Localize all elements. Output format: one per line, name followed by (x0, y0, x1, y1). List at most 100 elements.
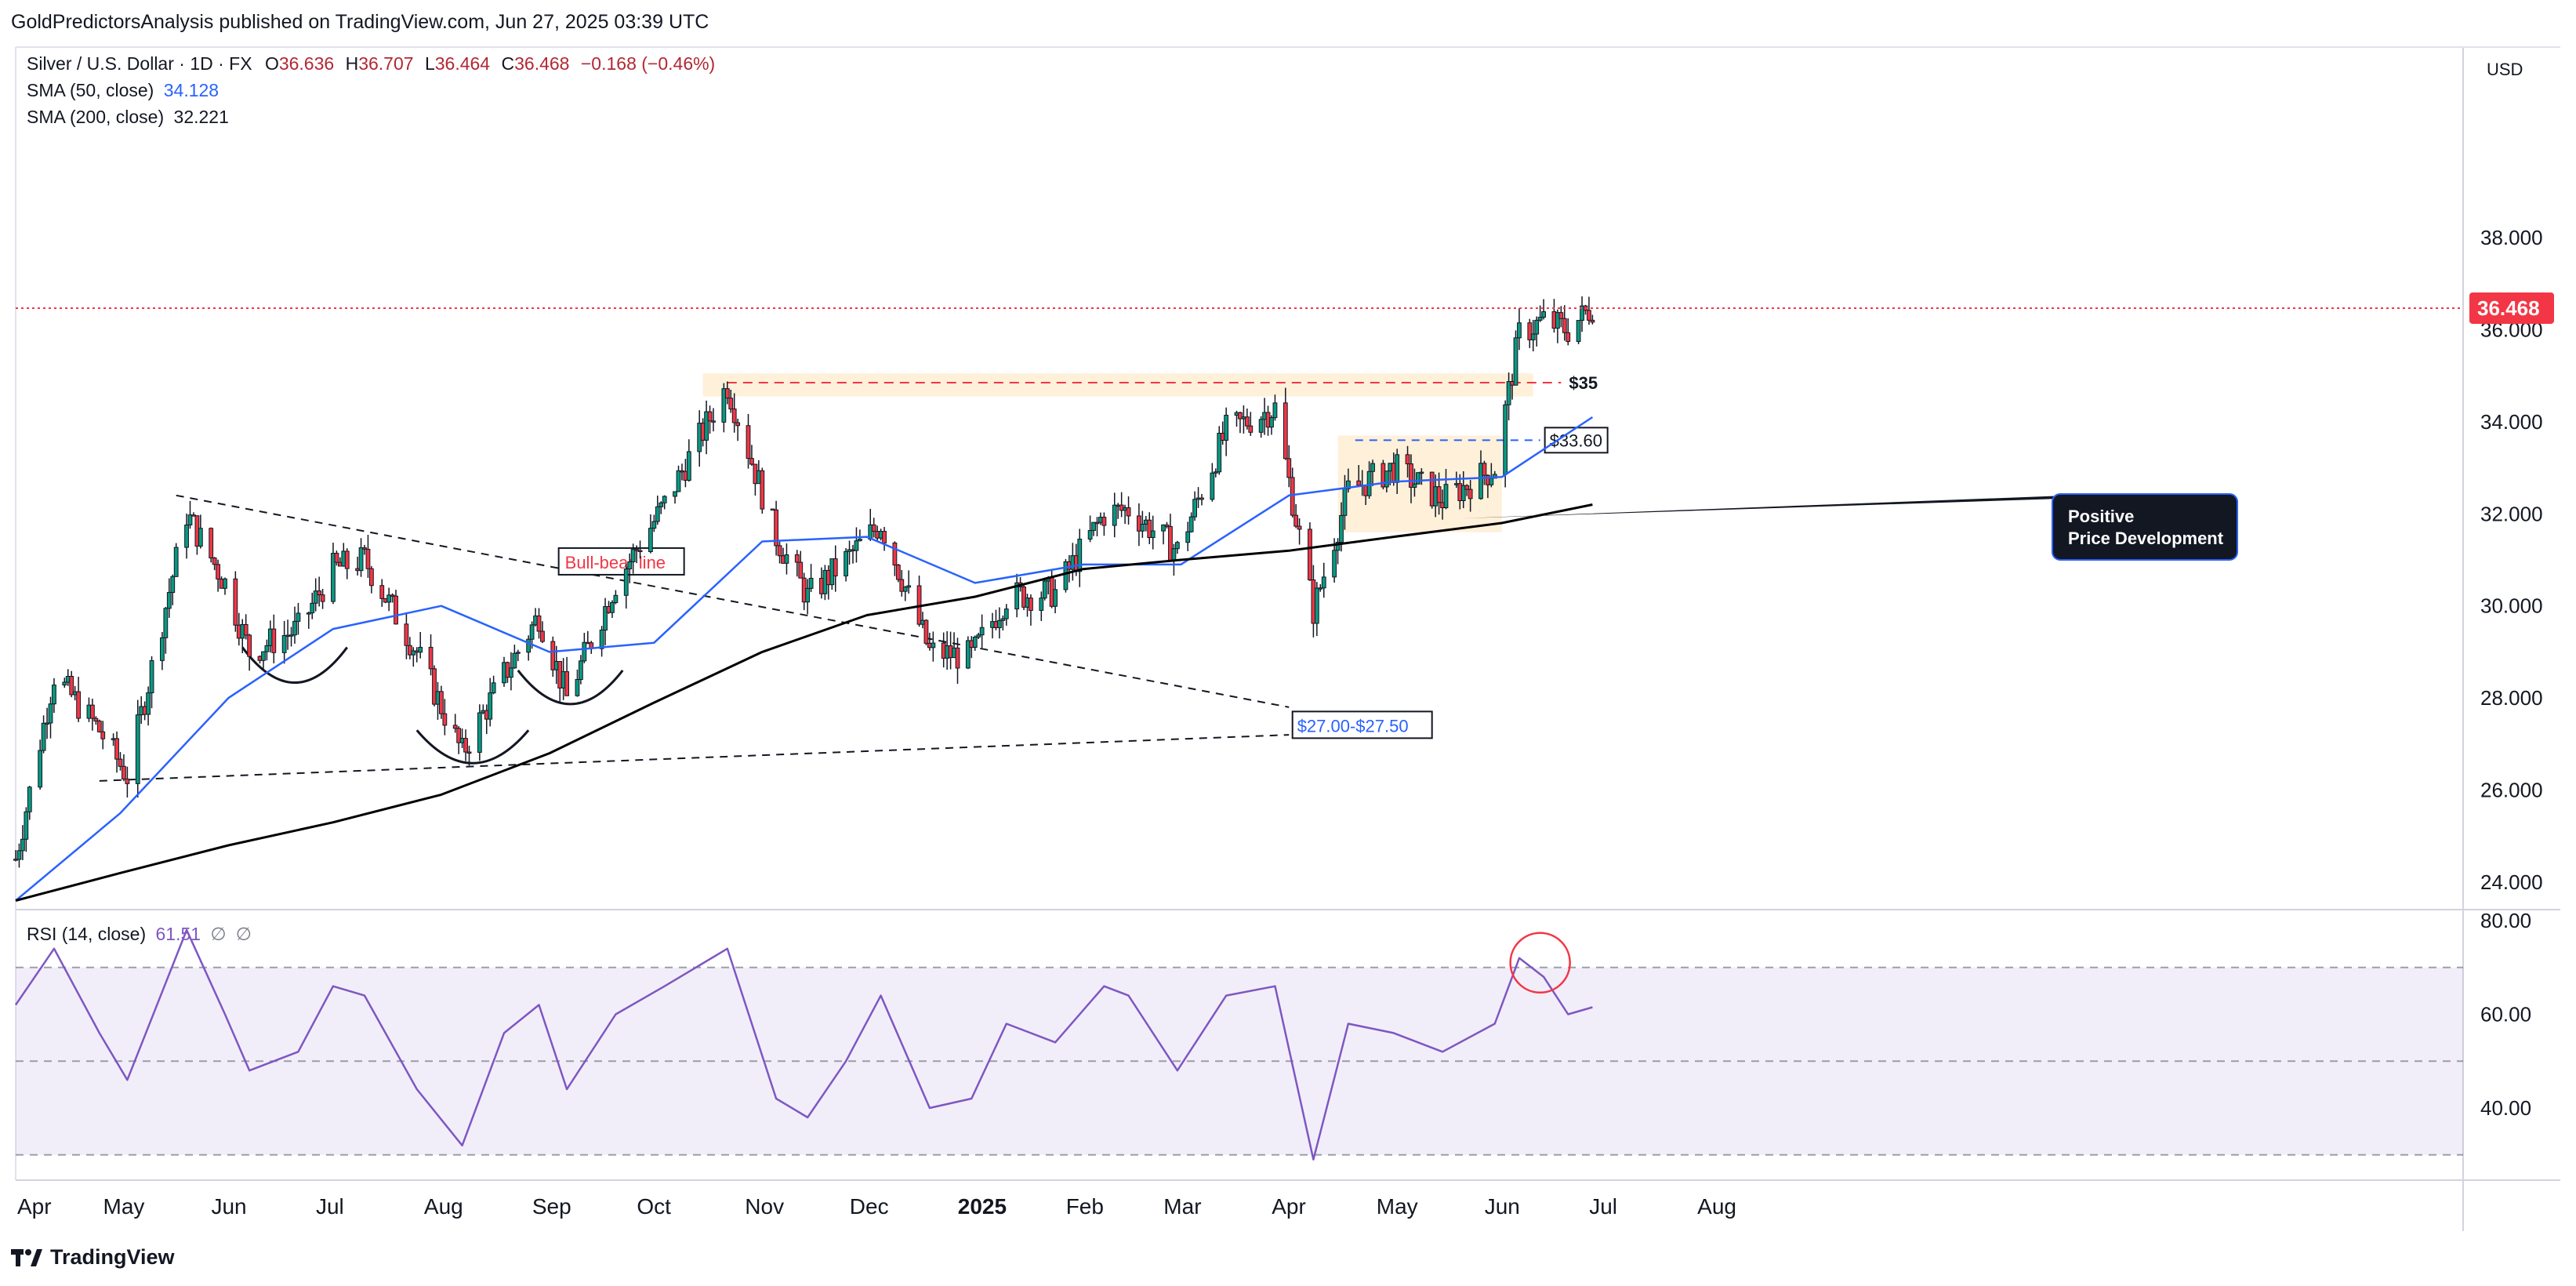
candle-body (442, 713, 448, 726)
candle-body (1580, 305, 1584, 322)
candle-body (1409, 463, 1413, 488)
candle (1443, 469, 1449, 510)
candle (976, 632, 981, 639)
candle-body (264, 645, 270, 652)
candle-body (90, 704, 95, 719)
ohlc-close: C36.468 (501, 53, 570, 74)
candle (170, 574, 176, 605)
candle-body (1293, 514, 1299, 527)
candles-group (13, 296, 1595, 868)
candle (386, 587, 392, 612)
tradingview-logo[interactable]: TradingView (11, 1245, 175, 1270)
candle-body (390, 594, 395, 597)
tradingview-logo-text: TradingView (50, 1245, 175, 1269)
bull-bear-box (557, 547, 685, 576)
candle-body (173, 547, 179, 577)
ohlc-open: O36.636 (264, 53, 335, 74)
candle-body (515, 652, 521, 654)
candle-body (760, 470, 765, 510)
candle-body (1217, 432, 1222, 473)
candle-body (1094, 521, 1100, 525)
ohlc-high: H36.707 (345, 53, 414, 74)
symbol-legend[interactable]: Silver / U.S. Dollar · 1D · FX O36.636 H… (27, 53, 715, 74)
sma200-legend[interactable]: SMA (200, close) 32.221 (27, 107, 229, 128)
candle-body (704, 411, 709, 441)
candle (432, 665, 437, 707)
candle (777, 541, 782, 564)
ohlc-change: −0.168 (−0.46%) (580, 53, 716, 74)
candle (749, 445, 754, 466)
rsi-legend[interactable]: RSI (14, close) 61.51 ∅ ∅ (27, 924, 252, 945)
candle-body (1003, 608, 1009, 619)
candle-body (439, 691, 444, 714)
candle (1468, 480, 1473, 512)
candle-body (1321, 576, 1326, 589)
candle (379, 579, 385, 607)
candle (1513, 330, 1518, 386)
candle-body (27, 786, 32, 812)
candle (243, 614, 249, 640)
time-tick-label: Jun (211, 1194, 246, 1219)
rounded-bottom-arc-2 (415, 729, 530, 765)
candle-body (749, 458, 754, 465)
candle-body (1436, 486, 1442, 503)
candle-body (170, 576, 176, 594)
candle-body (1164, 524, 1170, 527)
sma50-legend[interactable]: SMA (50, close) 34.128 (27, 80, 219, 101)
candle-body (306, 612, 311, 615)
candle-body (610, 601, 615, 613)
candle-body (491, 682, 496, 694)
candle (418, 631, 423, 659)
candle (906, 570, 912, 594)
candle-body (261, 651, 266, 661)
candle-body (1503, 404, 1508, 475)
candle-body (1063, 561, 1068, 590)
time-tick-label: Oct (637, 1194, 671, 1219)
candle (310, 592, 315, 619)
candle-body (209, 528, 214, 559)
candle-body (902, 587, 908, 592)
candle-body (488, 692, 493, 720)
candle-body (1370, 463, 1375, 472)
candle-body (317, 590, 322, 596)
candle-body (805, 587, 811, 603)
candle-body (728, 398, 734, 410)
candle-body (808, 577, 814, 589)
candle (724, 381, 730, 405)
candle-body (648, 528, 653, 552)
candle-body (100, 731, 106, 739)
candle (805, 579, 811, 615)
sma50-value: 34.128 (163, 80, 220, 100)
candle (512, 645, 517, 669)
candle (394, 590, 398, 625)
candle (271, 614, 277, 663)
time-tick-label: Nov (745, 1194, 784, 1219)
candle (648, 514, 653, 554)
candle (1419, 468, 1424, 485)
candle-body (892, 542, 898, 566)
candle (52, 678, 56, 714)
candle (902, 586, 908, 601)
candle (184, 513, 189, 559)
candle-body (1161, 524, 1166, 532)
candle-body (627, 561, 633, 570)
candle-body (603, 605, 608, 631)
candle (540, 621, 545, 644)
candle-body (630, 549, 636, 562)
candle-body (418, 646, 423, 653)
candle-body (365, 548, 371, 569)
candle (630, 543, 636, 574)
candle-body (662, 496, 667, 503)
candle-body (931, 642, 936, 648)
candle (317, 576, 322, 607)
sma200-value: 32.221 (173, 107, 229, 127)
candle (358, 538, 364, 577)
candle-body (1468, 489, 1473, 500)
candle (1530, 319, 1536, 352)
candle-body (310, 602, 315, 614)
candle (1460, 470, 1466, 509)
candle (1308, 522, 1312, 581)
candle (1283, 387, 1288, 460)
candle (1286, 445, 1292, 488)
